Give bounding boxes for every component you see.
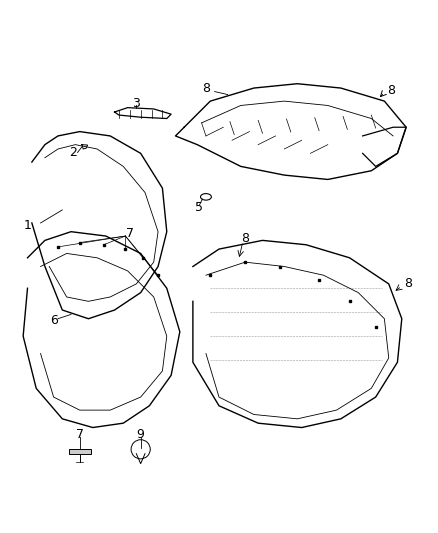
Text: 2: 2 xyxy=(69,146,77,159)
Text: 8: 8 xyxy=(241,232,249,245)
Text: 7: 7 xyxy=(126,228,134,240)
Text: 8: 8 xyxy=(202,83,210,95)
Text: 3: 3 xyxy=(132,97,140,110)
Polygon shape xyxy=(69,449,91,454)
Text: 6: 6 xyxy=(49,314,57,327)
Text: 8: 8 xyxy=(404,277,412,290)
Text: 1: 1 xyxy=(24,219,32,232)
Text: 9: 9 xyxy=(137,427,145,441)
Text: 8: 8 xyxy=(387,84,395,96)
Text: 7: 7 xyxy=(76,427,84,441)
Text: 5: 5 xyxy=(195,201,203,214)
